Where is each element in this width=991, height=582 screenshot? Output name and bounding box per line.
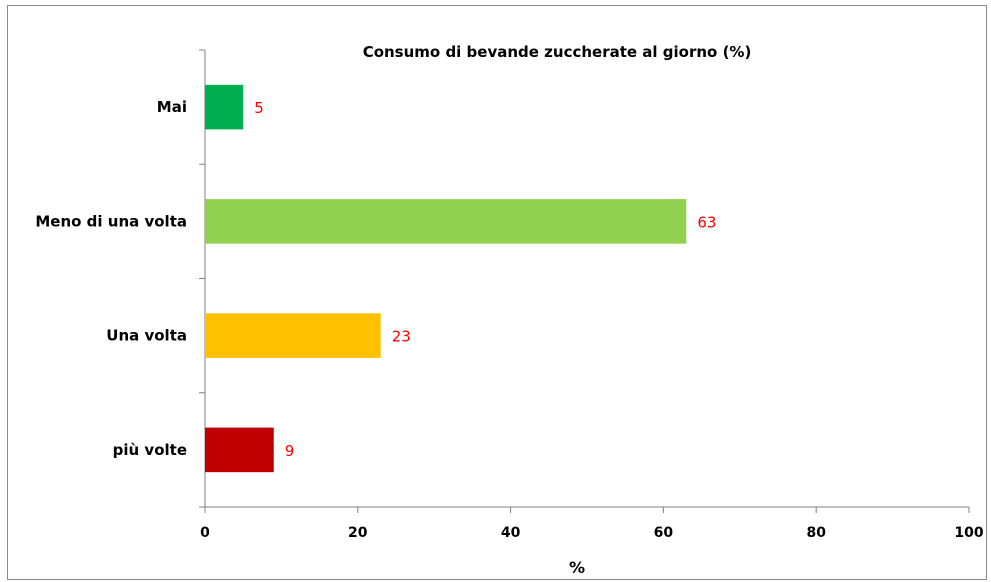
- bar[interactable]: [205, 427, 274, 473]
- category-label: Una volta: [106, 327, 187, 345]
- x-tick-label: 100: [954, 525, 983, 541]
- x-tick-label: 80: [806, 525, 826, 541]
- category-label: Meno di una volta: [35, 212, 187, 230]
- chart-axes: 0 20 40 60 80 100: [199, 49, 984, 541]
- category-label: Mai: [157, 98, 187, 116]
- data-label: 63: [697, 213, 716, 231]
- chart-title: Consumo di bevande zuccherate al giorno …: [363, 43, 752, 61]
- chart-labels: Mai 5 Meno di una volta 63 Una volta 23 più vo…: [35, 98, 716, 460]
- x-axis-label: %: [569, 558, 585, 577]
- x-tick-label: 60: [654, 525, 674, 541]
- x-tick-label: 40: [501, 525, 521, 541]
- x-tick-label: 20: [348, 525, 368, 541]
- category-label: più volte: [113, 441, 187, 459]
- bar[interactable]: [205, 199, 687, 244]
- chart-frame: [7, 5, 987, 580]
- x-tick-label: 0: [200, 525, 210, 541]
- bar[interactable]: [205, 84, 244, 130]
- bar[interactable]: [205, 313, 381, 358]
- chart-bars: [205, 84, 687, 473]
- data-label: 23: [392, 328, 411, 346]
- data-label: 5: [254, 99, 264, 117]
- data-label: 9: [285, 442, 295, 460]
